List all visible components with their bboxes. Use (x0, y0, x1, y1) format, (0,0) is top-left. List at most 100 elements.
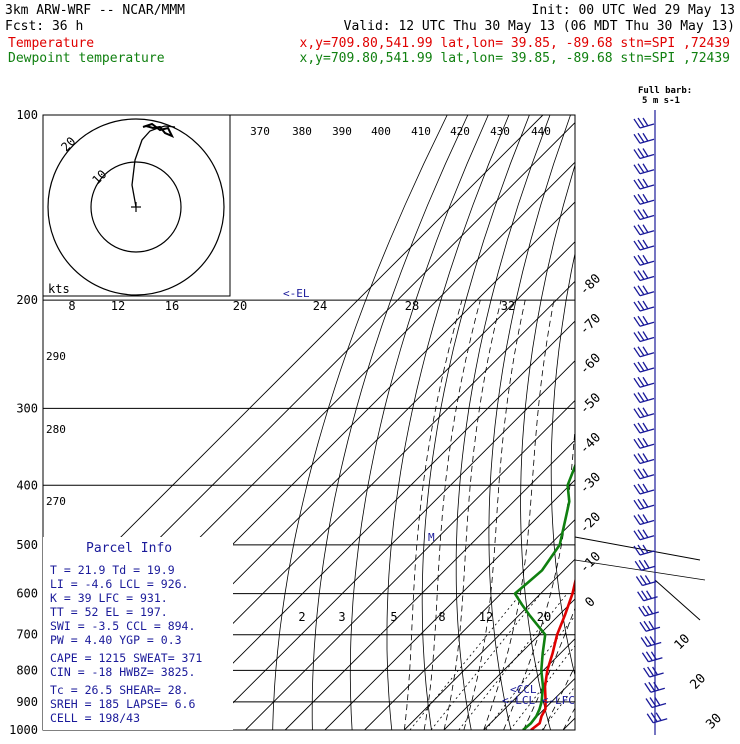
wind-barb (646, 698, 666, 708)
dry-adiabat (312, 115, 468, 730)
pressure-tick-label: 400 (16, 478, 38, 492)
pressure-tick-label: 500 (16, 538, 38, 552)
parcel-info-row: SWI = -3.5 CCL = 894. (50, 619, 195, 633)
wind-barb (634, 347, 654, 357)
dry-adiabat (551, 115, 611, 730)
parcel-info-row: SREH = 185 LAPSE= 6.6 (50, 697, 195, 711)
wind-barb (634, 301, 654, 311)
wind-barb (634, 271, 654, 281)
wind-barb (635, 560, 655, 570)
dewpoint-profile (515, 115, 702, 730)
mixing-ratio-label: 24 (313, 299, 327, 313)
wind-barb (644, 667, 664, 677)
temperature-tick-label: -70 (577, 311, 604, 338)
barb-legend-title: Full barb: (638, 86, 692, 96)
wind-barb (634, 408, 654, 418)
wind-barb (634, 194, 654, 204)
mixing-ratio-low-label: 12 (479, 610, 493, 624)
parcel-info-row: LI = -4.6 LCL = 926. (50, 577, 188, 591)
wind-barb (634, 499, 654, 509)
wind-barb (634, 164, 654, 174)
wind-barb (634, 240, 654, 250)
isotherm (643, 115, 740, 730)
wind-barb (634, 149, 654, 159)
parcel-info-row: CELL = 198/43 (50, 711, 140, 725)
dry-adiabat (581, 115, 632, 730)
wind-barb (634, 469, 654, 479)
wind-barb (634, 316, 654, 326)
temperature-tick-label: -60 (577, 351, 604, 378)
temperature-tick-label: -20 (577, 510, 604, 537)
pressure-tick-label: 800 (16, 663, 38, 677)
moist-adiabat (583, 300, 740, 730)
wind-barb (634, 530, 654, 540)
parcel-info-row: T = 21.9 Td = 19.9 (50, 563, 175, 577)
wind-barb (647, 713, 667, 723)
model-title: 3km ARW-WRF -- NCAR/MMM (5, 3, 185, 18)
dry-adiabat (273, 115, 448, 730)
wind-barb (634, 362, 654, 372)
theta-tick-label: 440 (531, 125, 551, 138)
temperature-tick-label: 10 (672, 631, 694, 653)
dry-adiabat (350, 115, 488, 730)
wind-barb (634, 286, 654, 296)
moist-adiabat (484, 300, 554, 730)
temperature-tick-label: 30 (703, 711, 725, 733)
wind-barb (640, 621, 660, 631)
parcel-info-panel: Parcel Info T = 21.9 Td = 19.9 LI = -4.6… (43, 537, 233, 730)
wind-barb (642, 652, 662, 662)
frame-extension (575, 560, 705, 580)
theta-side-label: 270 (46, 495, 66, 508)
theta-tick-label: 430 (490, 125, 510, 138)
temperature-profile (531, 115, 740, 730)
dry-adiabat (691, 115, 740, 730)
forecast-hour: Fcst: 36 h (5, 19, 83, 34)
temperature-tick-label: 0 (582, 594, 598, 610)
parcel-info-row: CIN = -18 HWBZ= 3825. (50, 665, 195, 679)
wind-barb (634, 438, 654, 448)
wind-barb (634, 423, 654, 433)
isotherm (444, 115, 740, 730)
pressure-tick-label: 100 (16, 108, 38, 122)
mixing-ratio-label: 16 (165, 299, 179, 313)
parcel-info-row: K = 39 LFC = 931. (50, 591, 168, 605)
wind-barbs (634, 110, 667, 735)
pressure-tick-label: 300 (16, 401, 38, 415)
lcl-lfc-marker: <-LCL <-LFC (502, 694, 575, 707)
mixing-ratio-label: 32 (501, 299, 515, 313)
isotherm (603, 115, 740, 730)
hodograph-units: kts (48, 282, 70, 296)
pressure-tick-label: 900 (16, 695, 38, 709)
pressure-tick-label: 700 (16, 628, 38, 642)
moist-adiabat (464, 300, 525, 730)
temperature-legend-label: Temperature (8, 36, 94, 51)
dry-adiabat (717, 115, 740, 730)
mixing-ratio-label: 20 (233, 299, 247, 313)
profile-lines (515, 115, 740, 730)
wind-barb (634, 255, 654, 265)
theta-tick-label: 370 (250, 125, 270, 138)
mixing-ratio-line (542, 594, 646, 730)
dewpoint-location: x,y=709.80,541.99 lat,lon= 39.85, -89.68… (300, 51, 730, 66)
pressure-tick-label: 200 (16, 293, 38, 307)
theta-tick-label: 390 (332, 125, 352, 138)
isotherm (404, 115, 740, 730)
theta-tick-label: 400 (371, 125, 391, 138)
mixing-ratio-low-label: 5 (390, 610, 397, 624)
wind-barb (634, 454, 654, 464)
temperature-tick-label: -40 (577, 430, 604, 457)
wind-barb (634, 179, 654, 189)
theta-tick-label: 420 (450, 125, 470, 138)
parcel-info-title: Parcel Info (86, 541, 172, 556)
isotherm (206, 115, 740, 730)
wind-barb (634, 225, 654, 235)
parcel-info-row: PW = 4.40 YGP = 0.3 (50, 633, 182, 647)
pressure-tick-label: 600 (16, 587, 38, 601)
theta-side-label: 280 (46, 423, 66, 436)
wind-barb (634, 118, 654, 128)
mixing-ratio-label: 12 (111, 299, 125, 313)
wind-barb (634, 133, 654, 143)
wind-barb (639, 606, 659, 616)
isotherm (166, 115, 740, 730)
